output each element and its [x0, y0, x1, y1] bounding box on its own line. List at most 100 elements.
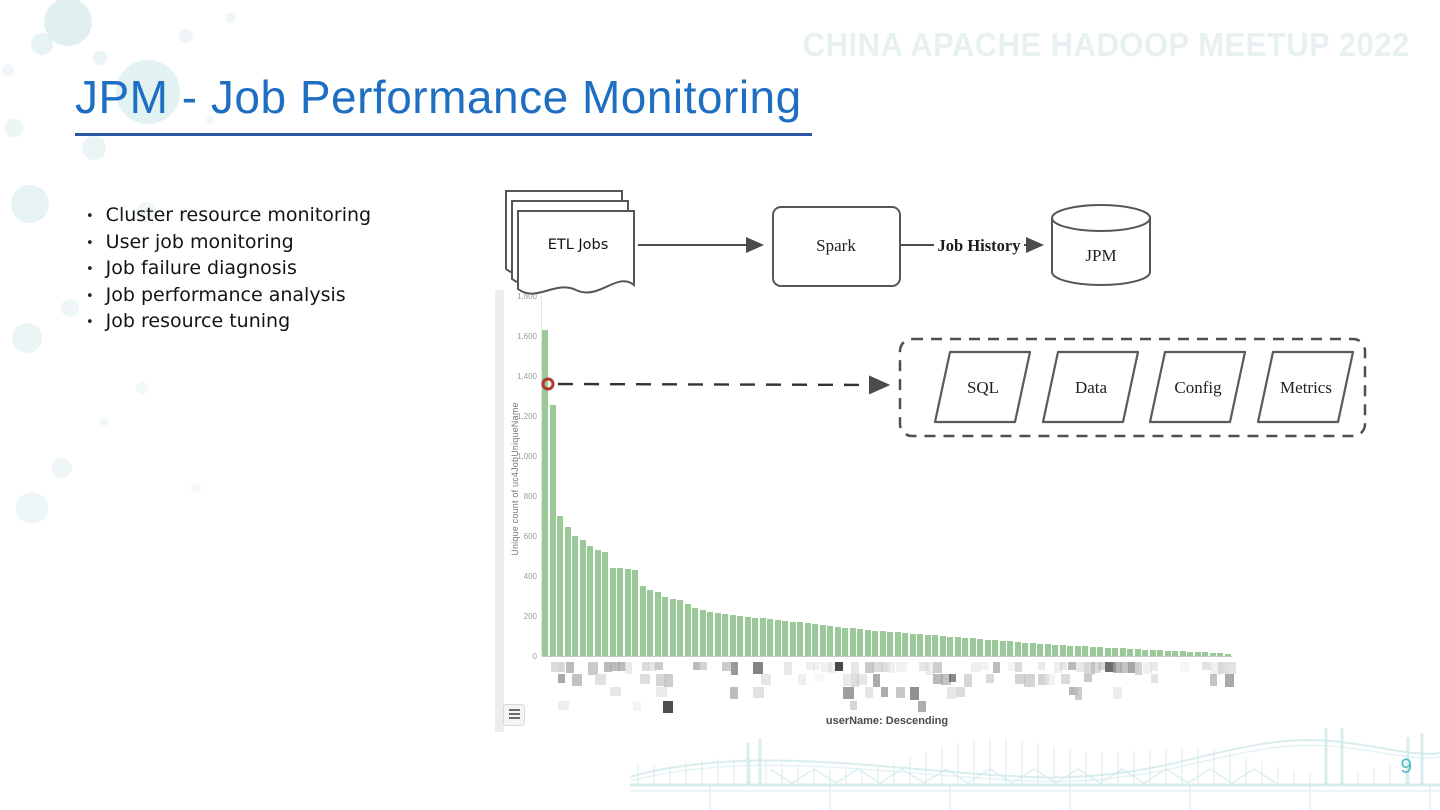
output-metrics-label: Metrics	[1280, 378, 1332, 397]
anonymized-label-block	[572, 674, 583, 686]
bar	[1052, 644, 1058, 656]
anonymized-label-block	[909, 687, 919, 700]
anonymized-label-block	[558, 701, 569, 710]
anonymized-label-block	[963, 674, 972, 687]
bar	[647, 590, 653, 656]
anonymized-label-block	[956, 687, 966, 697]
bar	[1059, 645, 1066, 656]
anonymized-label-block	[1113, 662, 1123, 673]
bar	[1037, 643, 1043, 656]
anonymized-label-block	[1023, 674, 1035, 687]
bar	[557, 516, 563, 656]
bar	[1209, 652, 1216, 656]
bar	[1014, 642, 1021, 656]
etl-jobs-label: ETL Jobs	[548, 237, 609, 253]
bar	[902, 633, 908, 656]
anonymized-label-block	[850, 662, 859, 674]
anonymized-label-block	[813, 674, 824, 682]
anonymized-label-block	[594, 674, 606, 685]
anonymized-label-block	[1210, 662, 1221, 675]
anonymized-label-block	[1225, 674, 1235, 687]
anonymized-label-block	[783, 662, 792, 675]
chart-panel-edge	[495, 290, 504, 732]
bar	[654, 592, 661, 656]
bar	[872, 630, 878, 656]
bars	[542, 296, 1232, 656]
bar	[827, 626, 833, 656]
bar	[992, 640, 998, 656]
bar	[804, 623, 811, 656]
job-history-label: Job History	[938, 236, 1022, 255]
anonymized-label-block	[1113, 687, 1123, 699]
bar	[617, 568, 623, 656]
bar	[789, 621, 796, 656]
anonymized-label-block	[880, 662, 890, 672]
bar	[909, 633, 916, 656]
bullet-item: Cluster resource monitoring	[84, 203, 371, 230]
bar	[1067, 645, 1073, 656]
anonymized-label-block	[1150, 674, 1158, 683]
bar	[624, 569, 631, 656]
bullet-item: Job resource tuning	[84, 309, 371, 336]
bar	[1007, 641, 1013, 656]
anonymized-label-block	[1217, 662, 1229, 674]
bar	[1142, 649, 1148, 656]
legend-icon[interactable]	[503, 704, 525, 726]
bar	[639, 585, 646, 656]
anonymized-label-block	[933, 674, 944, 684]
bar	[1104, 647, 1111, 656]
anonymized-label-block	[895, 687, 905, 698]
anonymized-label-block	[1076, 662, 1086, 672]
bar	[774, 620, 781, 656]
bar	[857, 629, 863, 656]
page-title: JPM - Job Performance Monitoring	[75, 70, 812, 136]
anonymized-label-block	[656, 687, 668, 697]
y-tick-label: 200	[523, 612, 537, 621]
bar	[729, 615, 736, 656]
bar	[677, 600, 683, 656]
anonymized-label-block	[609, 687, 621, 696]
anonymized-label-block	[1053, 662, 1062, 673]
bar	[707, 611, 713, 656]
bar	[1164, 650, 1171, 656]
bar	[834, 626, 841, 656]
anonymized-label-block	[609, 662, 620, 671]
anonymized-label-block	[948, 674, 956, 682]
anonymized-label-block	[971, 662, 982, 672]
bar	[849, 628, 856, 656]
bar	[969, 638, 976, 656]
anonymized-label-block	[655, 674, 667, 686]
anonymized-label-block	[558, 662, 566, 672]
anonymized-label-block	[865, 662, 875, 673]
output-metrics-shape	[1256, 350, 1355, 424]
anonymized-label-block	[798, 674, 806, 685]
anonymized-label-block	[603, 662, 612, 672]
bullet-item: User job monitoring	[84, 230, 371, 257]
bar	[1149, 650, 1156, 656]
bar	[759, 618, 766, 656]
y-tick-label: 1,000	[516, 452, 537, 461]
anonymized-label-block	[1210, 674, 1217, 686]
bar	[1179, 651, 1186, 656]
bullet-list: Cluster resource monitoringUser job moni…	[84, 203, 371, 336]
bar	[1082, 646, 1088, 656]
anonymized-label-block	[664, 674, 673, 687]
anonymized-label-block	[1038, 674, 1050, 685]
bar	[579, 540, 586, 656]
y-tick-label: 600	[523, 532, 537, 541]
bar	[737, 616, 743, 656]
y-tick-label: 1,200	[516, 412, 537, 421]
bar	[1119, 648, 1126, 656]
anonymized-label-block	[1180, 662, 1190, 672]
x-axis-line	[542, 656, 1232, 657]
anonymized-label-block	[550, 662, 562, 672]
bar	[1112, 648, 1118, 656]
bar	[662, 597, 668, 656]
bar	[977, 639, 983, 656]
bar	[984, 639, 991, 656]
anonymized-label-block	[872, 662, 884, 672]
anonymized-label-block	[1045, 674, 1056, 685]
bar	[947, 636, 953, 656]
bar	[1187, 651, 1193, 656]
anonymized-label-block	[947, 687, 956, 699]
